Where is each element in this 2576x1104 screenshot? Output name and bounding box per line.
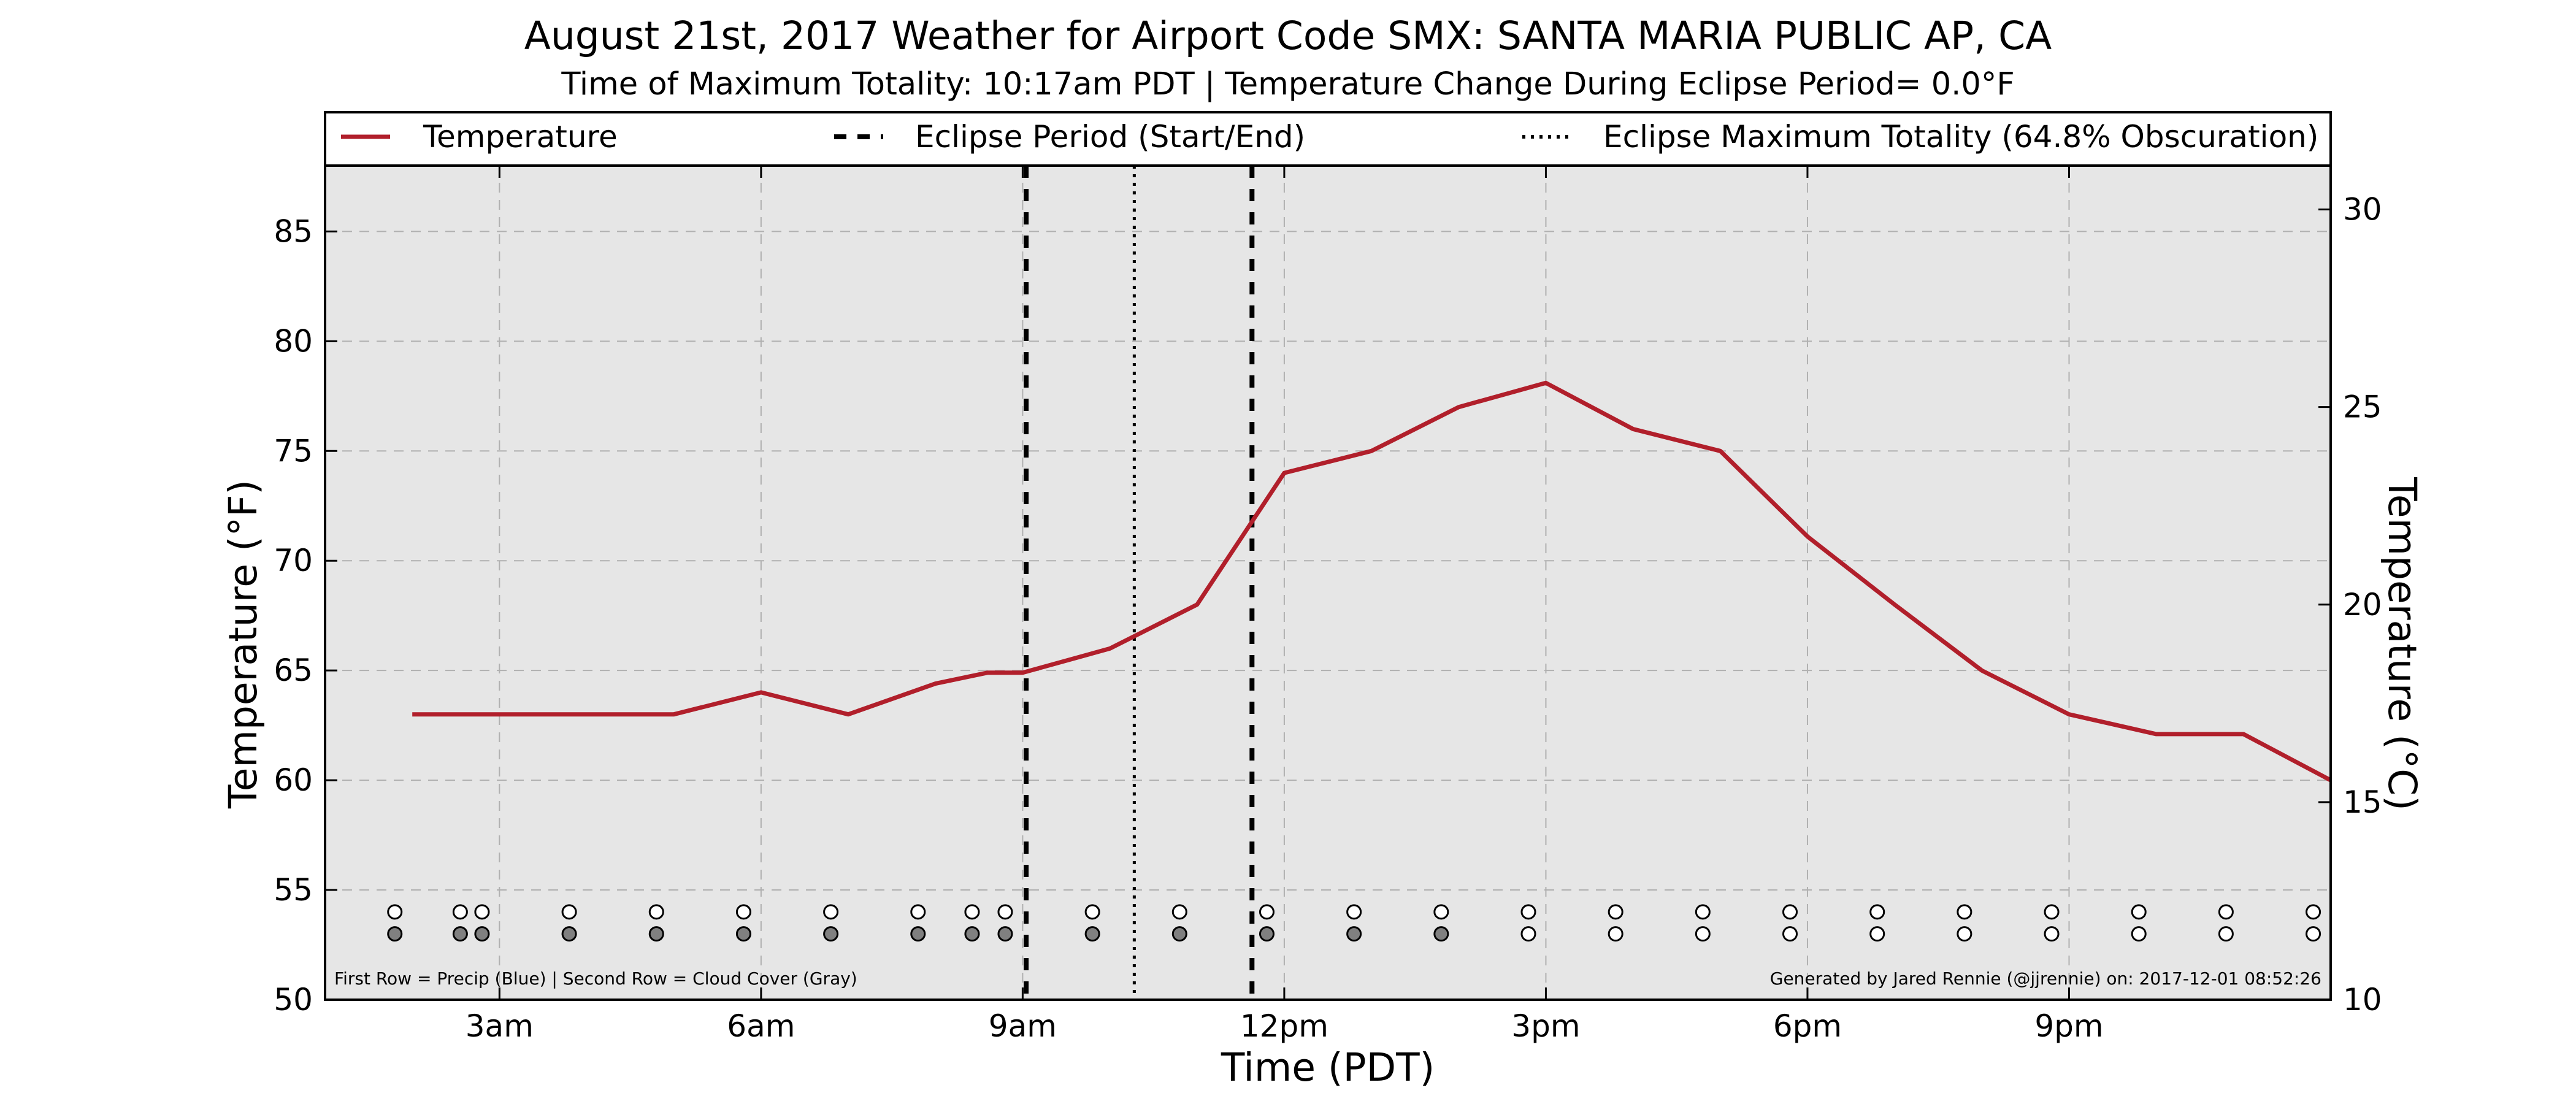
legend-box [324, 111, 2332, 167]
precip-dot [823, 904, 839, 920]
x-tick-label: 3am [466, 1008, 534, 1044]
cloud-cover-dot [1782, 926, 1798, 942]
y-axis-label-left: Temperature (°F) [221, 480, 266, 809]
cloud-cover-dot [1869, 926, 1885, 942]
cloud-cover-dot [474, 926, 490, 942]
legend-label-eclipse-period: Eclipse Period (Start/End) [915, 119, 1305, 155]
y-tick-label: 60 [274, 762, 313, 798]
precip-dot [910, 904, 926, 920]
y-tick-label: 75 [274, 433, 313, 469]
x-tick-label: 9pm [2034, 1008, 2103, 1044]
precip-dot [1259, 904, 1275, 920]
footnote-right: Generated by Jared Rennie (@jjrennie) on… [1770, 968, 2321, 989]
series-line-temperature [412, 380, 2332, 783]
precip-dot [1084, 904, 1100, 920]
cloud-cover-dot [1084, 926, 1100, 942]
cloud-cover-dot [964, 926, 980, 942]
precip-dot [2044, 904, 2060, 920]
cloud-cover-dot [561, 926, 577, 942]
y-axis-label-right: Temperature (°C) [2380, 477, 2425, 811]
cloud-cover-dot [2131, 926, 2147, 942]
precip-dot [387, 904, 403, 920]
precip-dot [474, 904, 490, 920]
legend-label-temperature: Temperature [423, 119, 618, 155]
y-tick-label: 85 [274, 213, 313, 249]
y-right-tick-label: 10 [2343, 982, 2382, 1018]
precip-dot [1782, 904, 1798, 920]
cloud-cover-dot [1957, 926, 1972, 942]
cloud-cover-dot [2044, 926, 2060, 942]
axes: 50 55 60 65 70 75 80 85 10 15 20 25 30 3am 6am 9am 12pm 3… [274, 166, 2382, 1044]
chart-subtitle: Time of Maximum Totality: 10:17am PDT | … [561, 66, 2015, 102]
precip-dot [648, 904, 664, 920]
grid [325, 166, 2331, 1000]
y-tick-label: 50 [274, 982, 313, 1018]
y-right-tick-label: 20 [2343, 587, 2382, 623]
precip-dot [1695, 904, 1711, 920]
precip-dot [735, 904, 751, 920]
precip-dot [1957, 904, 1972, 920]
eclipse-lines [1024, 166, 1255, 1000]
precip-dot [1433, 904, 1449, 920]
cloud-cover-dot [997, 926, 1013, 942]
precip-dot [2218, 904, 2234, 920]
series-layer [412, 380, 2332, 783]
precip-dot [1608, 904, 1623, 920]
precip-dot [1171, 904, 1187, 920]
y-tick-label: 70 [274, 543, 313, 578]
precip-dot [2131, 904, 2147, 920]
legend-label-eclipse-max: Eclipse Maximum Totality (64.8% Obscurat… [1603, 119, 2318, 155]
plot-area [325, 166, 2331, 1000]
cloud-cover-dot [387, 926, 403, 942]
precip-dot [452, 904, 468, 920]
chart-title: August 21st, 2017 Weather for Airport Co… [524, 13, 2052, 58]
cloud-cover-dot [452, 926, 468, 942]
y-right-tick-label: 25 [2343, 389, 2382, 425]
cloud-cover-dot [735, 926, 751, 942]
cloud-cover-dot [1346, 926, 1362, 942]
cloud-cover-dot [1608, 926, 1623, 942]
y-tick-label: 65 [274, 653, 313, 688]
cloud-cover-dot [1259, 926, 1275, 942]
y-tick-label: 55 [274, 872, 313, 908]
precip-dot [964, 904, 980, 920]
cloud-cover-dot [910, 926, 926, 942]
cloud-cover-dot [823, 926, 839, 942]
precip-dot [1346, 904, 1362, 920]
precip-dot [1869, 904, 1885, 920]
x-tick-label: 6am [727, 1008, 795, 1044]
cloud-cover-dot [2218, 926, 2234, 942]
x-axis-label: Time (PDT) [1221, 1045, 1435, 1090]
x-tick-label: 12pm [1240, 1008, 1328, 1044]
precip-dot [1520, 904, 1536, 920]
x-tick-label: 3pm [1511, 1008, 1580, 1044]
cloud-cover-dot [1171, 926, 1187, 942]
y-right-tick-label: 30 [2343, 192, 2382, 228]
x-tick-label: 6pm [1773, 1008, 1842, 1044]
cloud-cover-dot [1520, 926, 1536, 942]
observation-dots [387, 904, 2321, 942]
cloud-cover-dot [1433, 926, 1449, 942]
cloud-cover-dot [648, 926, 664, 942]
cloud-cover-dot [2306, 926, 2321, 942]
footnote-left: First Row = Precip (Blue) | Second Row =… [334, 968, 857, 989]
legend: Temperature Eclipse Period (Start/End) E… [324, 111, 2332, 167]
precip-dot [2306, 904, 2321, 920]
precip-dot [561, 904, 577, 920]
precip-dot [997, 904, 1013, 920]
y-tick-label: 80 [274, 323, 313, 359]
cloud-cover-dot [1695, 926, 1711, 942]
x-tick-label: 9am [989, 1008, 1057, 1044]
y-right-tick-label: 15 [2343, 784, 2382, 820]
